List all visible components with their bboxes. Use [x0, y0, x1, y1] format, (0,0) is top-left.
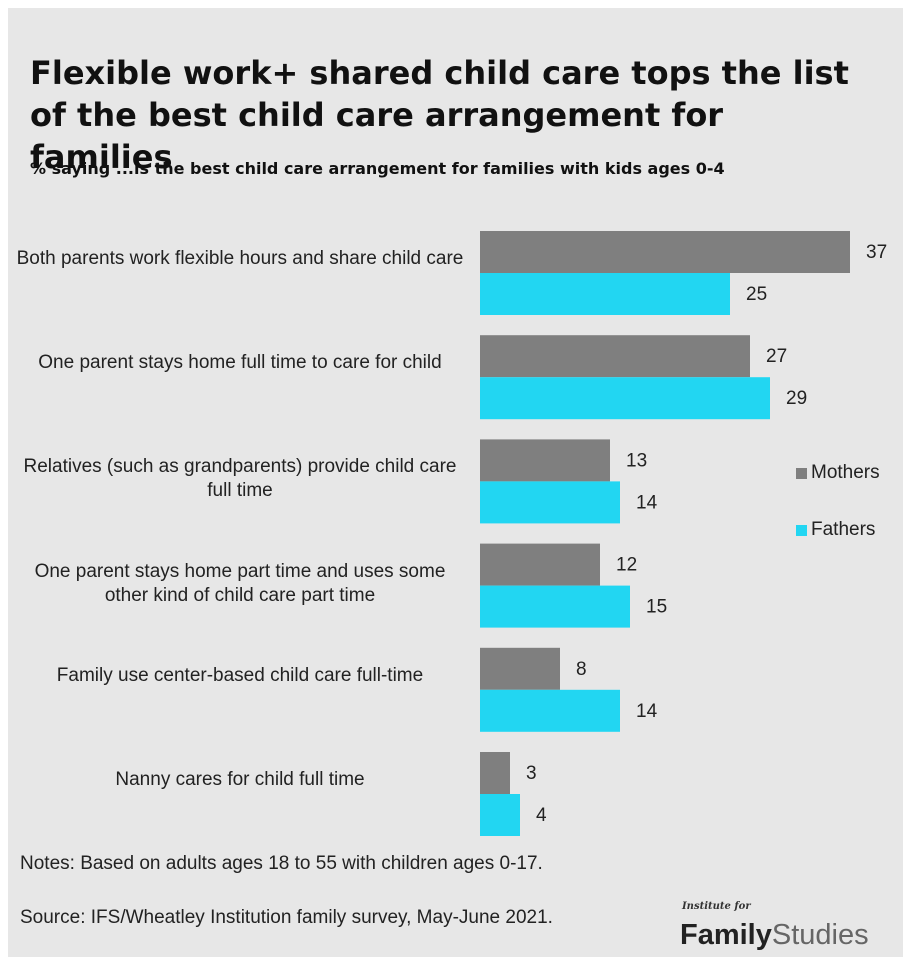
data-label: 27	[766, 346, 787, 367]
bar-fathers	[480, 377, 770, 420]
category-label: Family use center-based child care full-…	[56, 664, 424, 686]
legend-label: Mothers	[811, 462, 880, 483]
data-label: 3	[526, 763, 537, 784]
legend-label: Fathers	[811, 519, 876, 540]
category-label: Relatives (such as grandparents) provide…	[23, 456, 457, 502]
data-label: 14	[636, 701, 658, 722]
bar-mothers	[480, 335, 750, 378]
data-label: 15	[646, 597, 667, 618]
category-label: Both parents work flexible hours and sha…	[16, 248, 464, 269]
bar-fathers	[480, 794, 520, 836]
data-label: 4	[536, 805, 547, 826]
bar-mothers	[480, 439, 610, 482]
logo-light-text: Studies	[771, 919, 869, 951]
bar-fathers	[480, 585, 630, 628]
data-label: 37	[866, 242, 887, 263]
data-label: 25	[746, 284, 767, 305]
bar-mothers	[480, 231, 850, 273]
ifs-logo: Institute for FamilyStudies	[680, 895, 903, 957]
data-label: 29	[786, 388, 807, 409]
legend-item-mothers: Mothers	[796, 462, 880, 484]
category-label: One parent stays home part time and uses…	[34, 560, 446, 606]
source: Source: IFS/Wheatley Institution family …	[20, 907, 553, 928]
category-label: Nanny cares for child full time	[115, 769, 365, 790]
bar-fathers	[480, 689, 620, 732]
legend-item-fathers: Fathers	[796, 519, 875, 541]
notes: Notes: Based on adults ages 18 to 55 wit…	[20, 853, 543, 874]
category-label: One parent stays home full time to care …	[38, 352, 442, 374]
data-label: 13	[626, 450, 647, 471]
bar-fathers	[480, 481, 620, 524]
logo-bold-text: Family	[680, 919, 772, 951]
data-label: 12	[616, 555, 637, 576]
chart-title: Flexible work+ shared child care tops th…	[30, 54, 849, 176]
chart-subtitle: % saying ...is the best child care arran…	[30, 159, 725, 178]
data-label: 8	[576, 659, 587, 680]
bar-mothers	[480, 647, 560, 690]
bar-mothers	[480, 752, 510, 794]
bar-mothers	[480, 543, 600, 586]
bar-fathers	[480, 273, 730, 315]
data-label: 14	[636, 492, 658, 513]
logo-top-text: Institute for	[682, 901, 751, 912]
chart-panel	[8, 8, 903, 957]
legend-swatch	[796, 524, 807, 536]
legend-swatch	[796, 467, 807, 479]
logo-wordmark: FamilyStudies	[680, 919, 869, 952]
